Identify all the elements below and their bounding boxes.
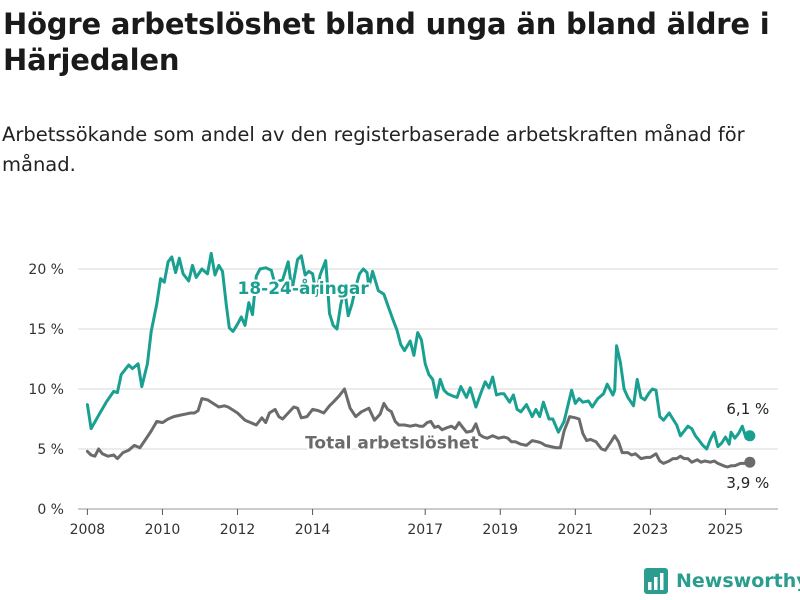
- x-tick-label: 2021: [557, 522, 593, 538]
- grid-layer: [78, 268, 778, 510]
- x-tick-label: 2010: [145, 522, 181, 538]
- series-line: [85, 251, 752, 451]
- x-tick-label: 2017: [407, 522, 443, 538]
- brand-name: Newsworthy: [676, 570, 800, 592]
- series-end-label: 6,1 %: [726, 400, 769, 418]
- series-end-point: [744, 430, 756, 442]
- x-tick-label: 2012: [220, 522, 256, 538]
- newsworthy-logo-icon: [644, 568, 668, 594]
- series-layer: [85, 251, 756, 469]
- y-tick-label: 10 %: [28, 382, 64, 398]
- x-tick-label: 2019: [482, 522, 518, 538]
- chart-title: Högre arbetslöshet bland unga än bland ä…: [3, 7, 770, 77]
- series-line: [85, 387, 752, 469]
- chart-subtitle: Arbetssökande som andel av den registerb…: [2, 123, 745, 176]
- y-axis: 0 % 5 % 10 % 15 % 20 %: [28, 262, 64, 518]
- series-end-point: [744, 456, 756, 468]
- y-tick-label: 5 %: [37, 442, 64, 458]
- x-axis: 2008 2010 2012 2014 2017 2019 2021 2023 2025: [70, 509, 744, 538]
- y-tick-label: 0 %: [37, 502, 64, 518]
- x-tick-label: 2014: [295, 522, 331, 538]
- label-layer: 3,9 % 6,1 % 18-24-åringar Total arbetslöshe…: [236, 275, 770, 492]
- y-tick-label: 20 %: [28, 262, 64, 278]
- series-label: 18-24-åringar: [238, 277, 370, 299]
- newsworthy-logo: Newsworthy: [644, 568, 800, 594]
- series-label: Total arbetslöshet: [305, 433, 479, 453]
- x-tick-label: 2025: [708, 522, 744, 538]
- x-tick-label: 2023: [633, 522, 669, 538]
- x-tick-label: 2008: [70, 522, 106, 538]
- y-tick-label: 15 %: [28, 322, 64, 338]
- series-end-label: 3,9 %: [726, 474, 769, 492]
